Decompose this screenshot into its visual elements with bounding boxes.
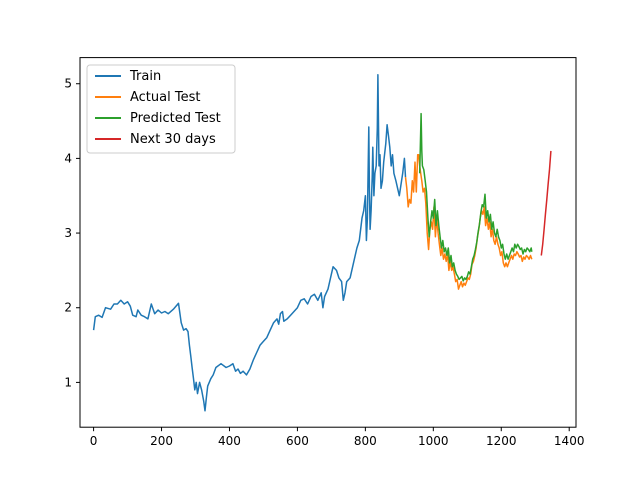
- series-line-next-30-days: [540, 150, 552, 256]
- series-layer: [92, 74, 552, 412]
- x-tick-label: 800: [354, 434, 377, 448]
- x-tick-label: 400: [218, 434, 241, 448]
- legend-label-next-30-days: Next 30 days: [130, 132, 216, 147]
- series-line-train: [92, 74, 407, 412]
- ticks-layer: 0 200 400 600 800 1000 1200 1400 1 2 3 4 5: [64, 77, 584, 448]
- x-tick-label: 1400: [554, 434, 585, 448]
- x-tick-label: 1200: [486, 434, 517, 448]
- plot-frame: [79, 57, 577, 428]
- legend: Train Actual Test Predicted Test Next 30…: [86, 64, 236, 154]
- legend-box: [86, 64, 236, 154]
- y-tick-label: 1: [64, 375, 72, 389]
- x-tick-label: 1000: [418, 434, 449, 448]
- legend-label-train: Train: [129, 69, 161, 84]
- series-line-predicted-test: [418, 112, 533, 282]
- legend-label-actual-test: Actual Test: [130, 90, 200, 105]
- y-tick-label: 4: [64, 151, 72, 165]
- x-tick-label: 200: [150, 434, 173, 448]
- x-tick-label: 600: [286, 434, 309, 448]
- y-tick-label: 5: [64, 77, 72, 91]
- y-tick-label: 2: [64, 301, 72, 315]
- legend-label-predicted-test: Predicted Test: [130, 111, 221, 126]
- x-tick-label: 0: [90, 434, 98, 448]
- y-tick-label: 3: [64, 226, 72, 240]
- series-line-actual-test: [404, 153, 533, 290]
